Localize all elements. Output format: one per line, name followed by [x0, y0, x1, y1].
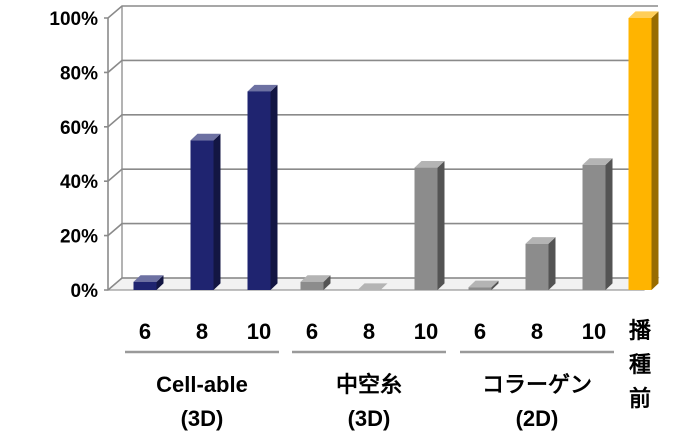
bar [414, 161, 445, 290]
group-label: 中空糸 [336, 372, 402, 398]
bar-side [651, 11, 659, 291]
y-tick-label: 40% [60, 172, 98, 193]
bar [247, 84, 278, 290]
x-tick-label: 8 [531, 319, 543, 344]
bar-top [414, 161, 445, 168]
bar [582, 158, 613, 290]
bar-front [525, 243, 549, 290]
bar-side [548, 237, 556, 290]
bar [628, 11, 659, 291]
bar-front [133, 281, 157, 290]
bar-top [190, 133, 221, 141]
x-tick-label: 8 [363, 319, 375, 344]
x-tick-label: 10 [582, 319, 606, 344]
x-tick-label: 10 [414, 319, 438, 344]
bar [133, 275, 164, 290]
group-label: (3D) [181, 406, 224, 431]
x-tick-label: 6 [474, 319, 486, 344]
x-tick-label: 6 [139, 319, 151, 344]
y-tick-label: 100% [49, 9, 98, 30]
bar-front [628, 18, 652, 290]
gridlines [104, 5, 660, 291]
bar-side [437, 161, 445, 290]
y-tick-label: 0% [71, 281, 99, 302]
y-tick-label: 60% [60, 118, 98, 139]
bar [468, 280, 499, 290]
group-label: 播 [629, 319, 652, 344]
bar [190, 133, 221, 290]
gridline [104, 222, 658, 237]
bar-front [247, 91, 271, 290]
bar-top [300, 275, 331, 282]
gridline [104, 114, 658, 128]
y-tick-label: 20% [60, 227, 98, 248]
bar-top [247, 84, 278, 92]
bar-side [270, 84, 278, 290]
bar-side [491, 280, 499, 290]
bar-top [628, 11, 659, 18]
bar-front [468, 287, 492, 290]
gridline [104, 59, 658, 74]
group-label: 種 [629, 353, 651, 378]
bar-top [357, 283, 388, 290]
bar-top [133, 275, 164, 282]
bar [525, 237, 556, 290]
group-label: Cell-able [156, 372, 248, 397]
bar-side [605, 158, 613, 290]
bar [357, 283, 388, 290]
bar-front [582, 164, 606, 290]
bar-side [156, 275, 164, 290]
group-label: コラーゲン [482, 373, 592, 398]
bars [133, 11, 659, 291]
gridline [104, 5, 658, 19]
group-label: 前 [629, 386, 651, 412]
labels: 0% 20% 40% 60% 80% 100% 6 8 10 Cell-able (3D) 6 8 10 中… [49, 9, 652, 431]
bar-front [414, 167, 438, 290]
bar-front [190, 140, 214, 290]
gridline [104, 168, 658, 182]
x-tick-label: 10 [247, 319, 271, 344]
bar-side [323, 275, 331, 290]
group-label: (3D) [348, 406, 391, 431]
bar-top [468, 280, 499, 288]
x-tick-label: 8 [196, 319, 208, 344]
bar [300, 275, 331, 290]
y-tick-label: 80% [60, 63, 98, 84]
x-tick-label: 6 [306, 319, 318, 344]
bar-top [582, 158, 613, 165]
gridline [104, 277, 658, 291]
bar-top [525, 237, 556, 244]
group-label: (2D) [516, 406, 559, 431]
bar-front [300, 281, 324, 290]
bar-side [213, 133, 221, 290]
